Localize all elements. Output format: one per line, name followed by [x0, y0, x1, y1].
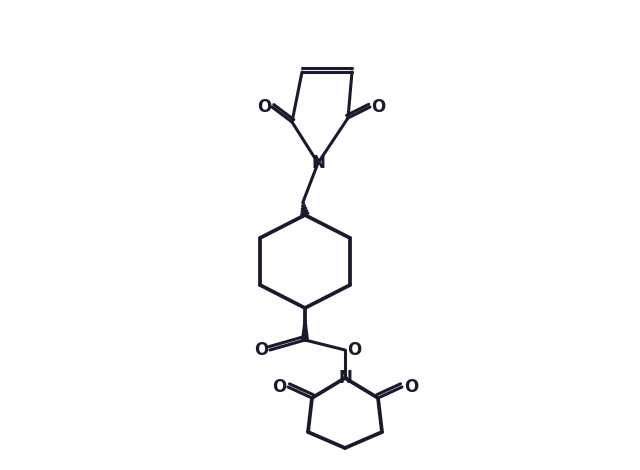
Text: O: O — [257, 98, 271, 116]
Text: O: O — [371, 98, 385, 116]
Text: O: O — [404, 378, 418, 396]
Text: O: O — [254, 341, 268, 359]
Text: O: O — [347, 341, 361, 359]
Polygon shape — [301, 308, 309, 340]
Text: N: N — [311, 154, 325, 172]
Text: O: O — [272, 378, 286, 396]
Text: N: N — [338, 369, 352, 387]
